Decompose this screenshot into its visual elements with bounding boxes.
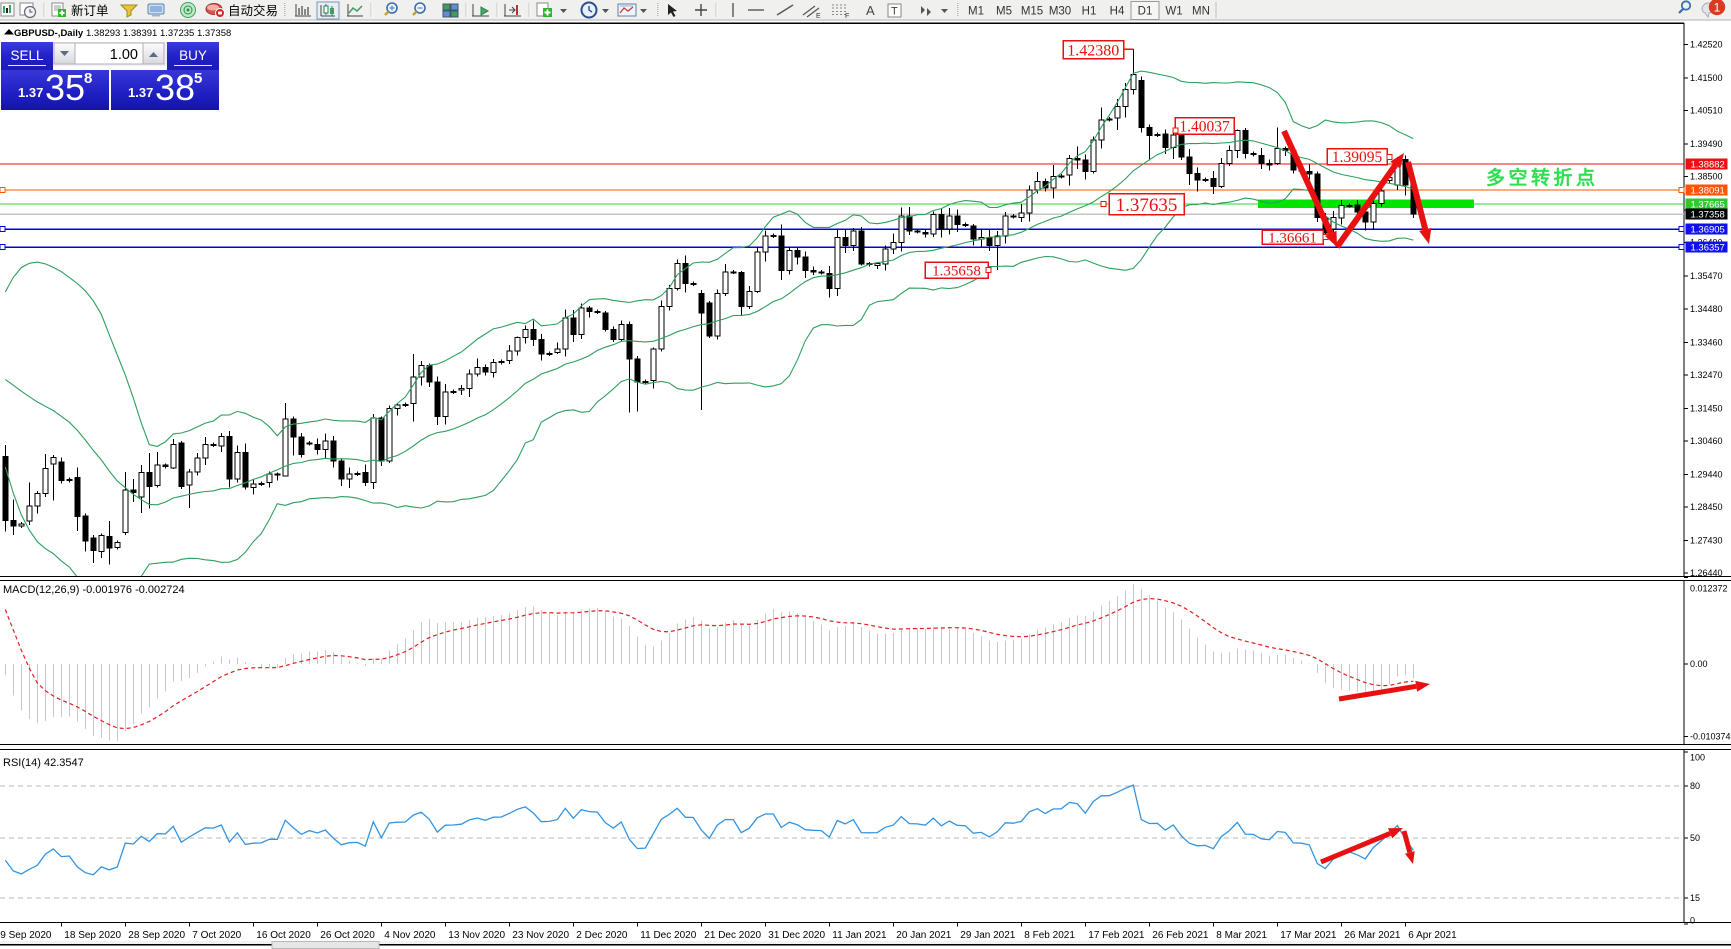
svg-text:-0.010374: -0.010374 (1690, 732, 1731, 742)
svg-text:1.36661: 1.36661 (1268, 230, 1317, 246)
svg-text:9 Sep 2020: 9 Sep 2020 (0, 930, 52, 941)
svg-text:18 Sep 2020: 18 Sep 2020 (64, 930, 121, 941)
svg-text:1: 1 (1714, 1, 1721, 15)
svg-text:1.36357: 1.36357 (1691, 242, 1725, 253)
svg-text:1.38091: 1.38091 (1691, 185, 1725, 196)
svg-text:1.37358: 1.37358 (1691, 209, 1725, 220)
svg-text:1.42520: 1.42520 (1690, 40, 1723, 50)
svg-text:SELL: SELL (10, 48, 44, 63)
svg-text:T: T (891, 6, 898, 18)
svg-text:1.00: 1.00 (110, 47, 138, 63)
svg-text:38: 38 (155, 67, 195, 108)
svg-text:M5: M5 (996, 6, 1012, 18)
svg-text:80: 80 (1690, 781, 1700, 791)
svg-text:多空转折点: 多空转折点 (1486, 166, 1599, 189)
svg-text:26 Oct 2020: 26 Oct 2020 (320, 930, 375, 941)
svg-text:0.012372: 0.012372 (1690, 584, 1728, 594)
svg-text:28 Sep 2020: 28 Sep 2020 (128, 930, 185, 941)
svg-text:11 Jan 2021: 11 Jan 2021 (832, 930, 887, 941)
svg-text:W1: W1 (1165, 6, 1182, 18)
svg-text:1.40510: 1.40510 (1690, 106, 1723, 116)
svg-text:1.36905: 1.36905 (1691, 224, 1725, 235)
svg-text:15: 15 (1690, 893, 1700, 903)
svg-text:F: F (845, 13, 849, 20)
svg-text:21 Dec 2020: 21 Dec 2020 (704, 930, 761, 941)
svg-text:13 Nov 2020: 13 Nov 2020 (448, 930, 505, 941)
svg-text:20 Jan 2021: 20 Jan 2021 (896, 930, 951, 941)
svg-text:自动交易: 自动交易 (228, 3, 278, 18)
svg-text:M1: M1 (968, 6, 984, 18)
svg-text:17 Feb 2021: 17 Feb 2021 (1088, 930, 1145, 941)
svg-text:1.37665: 1.37665 (1691, 199, 1725, 210)
svg-text:1.30460: 1.30460 (1690, 436, 1723, 446)
svg-text:E: E (816, 13, 821, 20)
svg-text:M30: M30 (1049, 6, 1071, 18)
svg-text:0.00: 0.00 (1690, 659, 1708, 669)
svg-text:50: 50 (1690, 833, 1700, 843)
svg-text:1.35658: 1.35658 (932, 263, 981, 279)
svg-text:1.40037: 1.40037 (1179, 118, 1230, 135)
svg-text:31 Dec 2020: 31 Dec 2020 (768, 930, 825, 941)
svg-text:100: 100 (1690, 753, 1705, 763)
svg-text:1.38882: 1.38882 (1691, 159, 1725, 170)
svg-text:1.37635: 1.37635 (1116, 195, 1178, 216)
svg-text:2 Dec 2020: 2 Dec 2020 (576, 930, 628, 941)
svg-text:1.37: 1.37 (128, 85, 153, 100)
svg-text:MN: MN (1192, 6, 1210, 18)
svg-text:11 Dec 2020: 11 Dec 2020 (640, 930, 696, 941)
svg-text:1.29440: 1.29440 (1690, 469, 1723, 479)
svg-text:1.39095: 1.39095 (1332, 149, 1383, 166)
svg-text:7 Oct 2020: 7 Oct 2020 (192, 930, 241, 941)
svg-text:1.42380: 1.42380 (1067, 42, 1119, 59)
svg-text:RSI(14) 42.3547: RSI(14) 42.3547 (3, 757, 84, 769)
svg-text:1.37: 1.37 (18, 85, 43, 100)
svg-text:BUY: BUY (179, 48, 207, 63)
svg-text:1.38500: 1.38500 (1690, 172, 1723, 182)
svg-text:H4: H4 (1110, 6, 1125, 18)
svg-text:1.41500: 1.41500 (1690, 73, 1723, 83)
svg-text:0: 0 (1690, 916, 1695, 926)
svg-text:1.39490: 1.39490 (1690, 139, 1723, 149)
svg-text:A: A (866, 3, 875, 18)
svg-text:H1: H1 (1082, 6, 1097, 18)
svg-text:1.38293 1.38391 1.37235 1.3735: 1.38293 1.38391 1.37235 1.37358 (86, 28, 231, 39)
svg-text:1.28450: 1.28450 (1690, 502, 1723, 512)
svg-text:1.33460: 1.33460 (1690, 337, 1723, 347)
svg-text:35: 35 (45, 67, 85, 108)
svg-text:1.26440: 1.26440 (1690, 568, 1723, 578)
svg-text:29 Jan 2021: 29 Jan 2021 (960, 930, 1015, 941)
svg-text:1.35470: 1.35470 (1690, 271, 1723, 281)
svg-text:8: 8 (84, 70, 92, 87)
svg-text:GBPUSD-,Daily: GBPUSD-,Daily (14, 28, 84, 39)
svg-text:1.32470: 1.32470 (1690, 370, 1723, 380)
svg-text:M15: M15 (1021, 6, 1043, 18)
svg-text:17 Mar 2021: 17 Mar 2021 (1280, 930, 1337, 941)
svg-text:新订单: 新订单 (71, 3, 109, 18)
svg-text:16 Oct 2020: 16 Oct 2020 (256, 930, 311, 941)
svg-text:8 Feb 2021: 8 Feb 2021 (1024, 930, 1075, 941)
svg-text:6 Apr 2021: 6 Apr 2021 (1408, 930, 1457, 941)
svg-text:5: 5 (194, 70, 202, 87)
svg-text:8 Mar 2021: 8 Mar 2021 (1216, 930, 1267, 941)
svg-text:23 Nov 2020: 23 Nov 2020 (512, 930, 569, 941)
svg-text:26 Feb 2021: 26 Feb 2021 (1152, 930, 1209, 941)
svg-text:1.31450: 1.31450 (1690, 403, 1723, 413)
svg-text:1.34480: 1.34480 (1690, 304, 1723, 314)
svg-text:26 Mar 2021: 26 Mar 2021 (1344, 930, 1401, 941)
svg-text:MACD(12,26,9) -0.001976 -0.002: MACD(12,26,9) -0.001976 -0.002724 (3, 584, 185, 596)
svg-text:1.27430: 1.27430 (1690, 536, 1723, 546)
svg-text:4 Nov 2020: 4 Nov 2020 (384, 930, 436, 941)
svg-text:D1: D1 (1138, 6, 1153, 18)
